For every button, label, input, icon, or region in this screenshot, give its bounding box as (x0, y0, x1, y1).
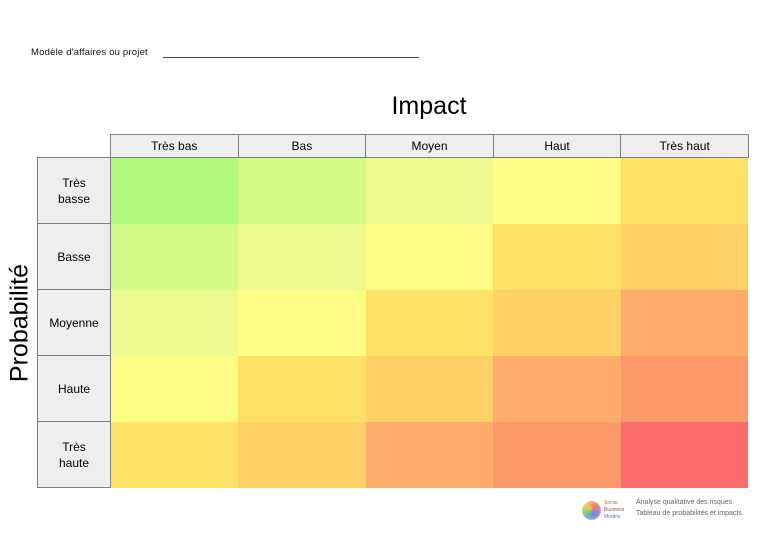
logo-text-line: Models (604, 514, 621, 520)
matrix-cell (493, 157, 621, 224)
column-header: Très haut (620, 134, 749, 158)
matrix-row: Basse (37, 223, 749, 290)
matrix-cell (620, 223, 749, 290)
matrix-cell (365, 421, 494, 488)
row-header: Très basse (37, 157, 111, 224)
matrix-row: Très basse (37, 157, 749, 224)
probability-axis-title: Probabilité (5, 263, 34, 383)
matrix-row: Très haute (37, 421, 749, 488)
row-header: Très haute (37, 421, 111, 488)
matrix-cell (365, 223, 494, 290)
matrix-cell (493, 421, 621, 488)
matrix-cell (493, 289, 621, 356)
logo-text: Social Business Models (604, 500, 624, 521)
matrix-corner (37, 134, 111, 158)
matrix-cell (493, 223, 621, 290)
matrix-cell (365, 289, 494, 356)
project-name-label: Modèle d'affaires ou projet (31, 47, 148, 58)
risk-matrix: Très bas Bas Moyen Haut Très haut Très basse… (37, 134, 749, 488)
matrix-cell (238, 421, 366, 488)
matrix-cell (110, 289, 239, 356)
matrix-cell (620, 355, 749, 422)
project-name-blank-line (163, 57, 419, 58)
matrix-cell (110, 421, 239, 488)
footer-caption: Analyse qualitative des risques Tableau … (636, 498, 742, 519)
social-business-models-logo-icon (582, 501, 601, 520)
matrix-cell (365, 355, 494, 422)
impact-axis-title: Impact (391, 92, 467, 120)
matrix-cell (238, 355, 366, 422)
matrix-cell (620, 289, 749, 356)
matrix-column-headers: Très bas Bas Moyen Haut Très haut (37, 134, 749, 158)
matrix-cell (110, 157, 239, 224)
row-header: Haute (37, 355, 111, 422)
matrix-cell (110, 223, 239, 290)
matrix-body: Très basse Basse Moyenne Haute Très haute (37, 157, 749, 488)
column-header: Bas (237, 134, 367, 158)
row-header: Moyenne (37, 289, 111, 356)
column-header: Très bas (110, 134, 239, 158)
matrix-cell (620, 421, 749, 488)
matrix-cell (365, 157, 494, 224)
column-header: Haut (492, 134, 622, 158)
matrix-cell (493, 355, 621, 422)
matrix-cell (238, 157, 366, 224)
row-header: Basse (37, 223, 111, 290)
matrix-cell (238, 289, 366, 356)
logo-text-line: Social (604, 500, 618, 506)
footer-caption-line2: Tableau de probabilités et impacts (636, 509, 742, 517)
logo-text-line: Business (604, 507, 625, 513)
matrix-row: Moyenne (37, 289, 749, 356)
column-header: Moyen (365, 134, 494, 158)
matrix-cell (620, 157, 749, 224)
matrix-row: Haute (37, 355, 749, 422)
footer-caption-line1: Analyse qualitative des risques (636, 499, 733, 506)
matrix-cell (238, 223, 366, 290)
matrix-cell (110, 355, 239, 422)
